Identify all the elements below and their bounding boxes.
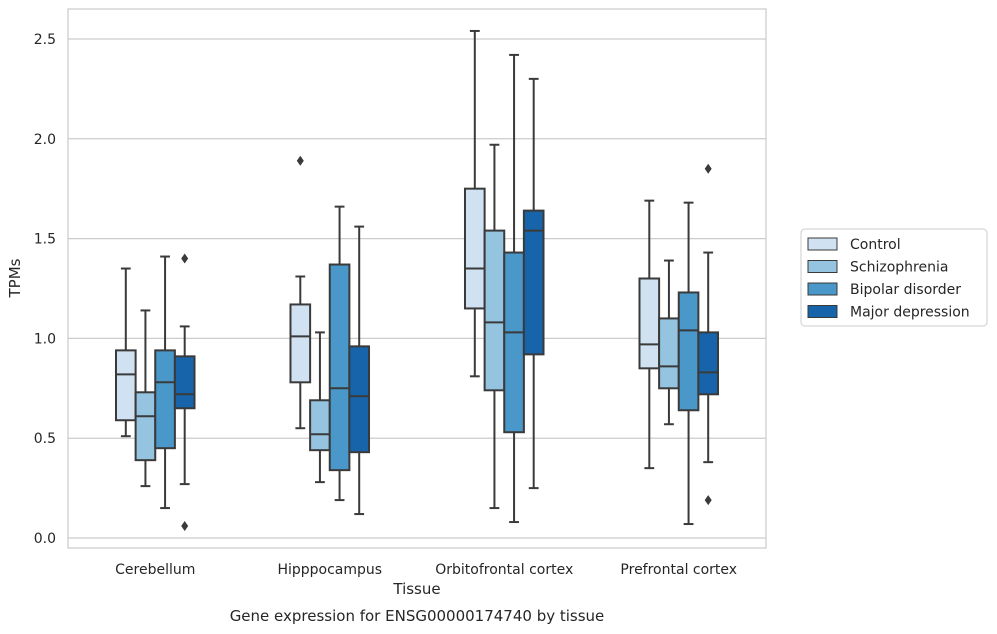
- legend-swatch: [807, 305, 838, 318]
- legend-items: Control Schizophrenia Bipolar disorder Majo…: [807, 237, 970, 321]
- box-iqr: [697, 331, 720, 396]
- box-iqr: [522, 209, 545, 356]
- y-tick-label: 1.5: [34, 232, 56, 248]
- box-group: [638, 199, 661, 470]
- outlier-marker: [704, 495, 712, 506]
- x-tick-label: Cerebellum: [115, 562, 195, 578]
- box-group: [677, 201, 700, 526]
- y-tick-label: 0.0: [34, 531, 56, 547]
- box-iqr: [289, 303, 312, 384]
- box-iqr: [154, 349, 176, 450]
- box-group: [114, 267, 137, 438]
- box-iqr: [134, 391, 157, 462]
- outlier-marker: [704, 163, 712, 174]
- box-iqr: [114, 349, 137, 422]
- outlier-marker: [181, 521, 189, 532]
- x-tick-labels: Cerebellum Hipppocampus Orbitofrontal cort…: [115, 562, 737, 578]
- box-group: [658, 259, 680, 426]
- outlier-marker: [296, 155, 304, 166]
- legend-swatch: [807, 237, 838, 251]
- box-group: [289, 155, 312, 430]
- legend-label: Major depression: [850, 305, 970, 321]
- box-group: [483, 143, 506, 510]
- box-iqr: [348, 345, 371, 454]
- box-group: [522, 77, 545, 490]
- box-iqr: [173, 355, 196, 410]
- box-iqr: [328, 263, 351, 472]
- figure-caption: Gene expression for ENSG00000174740 by t…: [230, 607, 605, 625]
- y-tick-label: 2.0: [34, 132, 56, 148]
- legend-swatch: [807, 282, 838, 296]
- x-tick-label: Hipppocampus: [277, 562, 382, 578]
- x-tick-label: Prefrontal cortex: [620, 562, 737, 578]
- y-tick-labels: 0.0 0.5 1.0 1.5 2.0 2.5: [34, 32, 56, 547]
- box-group: [503, 53, 525, 524]
- boxes-layer: [114, 29, 720, 532]
- legend: Control Schizophrenia Bipolar disorder Majo…: [800, 228, 988, 327]
- box-iqr: [463, 187, 486, 310]
- box-iqr: [483, 229, 506, 392]
- grid-layer: [68, 38, 766, 539]
- box-group: [328, 205, 351, 502]
- box-group: [463, 29, 486, 378]
- box-iqr: [658, 317, 680, 390]
- box-iqr: [503, 251, 525, 434]
- legend-label: Control: [850, 237, 901, 253]
- box-group: [134, 309, 157, 488]
- y-tick-label: 2.5: [34, 32, 56, 48]
- legend-frame: [800, 228, 988, 327]
- legend-label: Bipolar disorder: [850, 282, 961, 298]
- box-group: [154, 255, 176, 510]
- outlier-marker: [181, 253, 189, 264]
- box-group: [309, 331, 331, 484]
- y-tick-label: 1.0: [34, 331, 56, 347]
- box-group: [697, 163, 720, 506]
- legend-swatch: [807, 260, 838, 273]
- box-group: [348, 225, 371, 516]
- box-group: [173, 253, 196, 532]
- box-iqr: [309, 399, 331, 452]
- plot-frame: [67, 8, 767, 549]
- legend-label: Schizophrenia: [850, 260, 948, 276]
- box-iqr: [638, 277, 661, 370]
- box-iqr: [677, 291, 700, 412]
- y-axis-label: TPMs: [6, 258, 24, 298]
- y-tick-label: 0.5: [34, 431, 56, 447]
- x-tick-label: Orbitofrontal cortex: [435, 562, 573, 578]
- x-axis-label: Tissue: [392, 580, 440, 598]
